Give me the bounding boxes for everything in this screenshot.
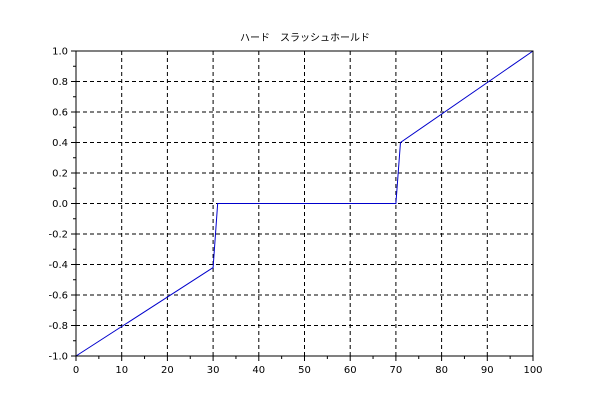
y-tick-label: -0.6 [48,291,68,302]
x-tick-label: 70 [390,365,403,376]
ticks: 0 10 20 30 40 50 60 70 80 90 100 -1.0 -0.8 -0.6 -0.4 -0… [48,47,542,377]
x-tick-label: 100 [523,365,542,376]
y-tick-label: 1.0 [52,47,68,58]
y-tick-label: -1.0 [48,352,68,363]
x-tick-label: 10 [115,365,128,376]
grid [76,51,533,356]
y-tick-label: 0.2 [52,169,68,180]
x-tick-label: 30 [207,365,220,376]
y-tick-label: 0.4 [52,138,68,149]
x-tick-label: 40 [252,365,265,376]
y-tick-label: 0.6 [52,108,68,119]
x-tick-label: 20 [161,365,174,376]
x-tick-label: 0 [73,365,79,376]
y-tick-label: 0.0 [52,199,68,210]
x-tick-label: 80 [435,365,448,376]
series-line [75,50,534,357]
y-tick-label: -0.8 [48,321,68,332]
chart-title: ハード スラッシュホールド [240,32,370,44]
y-tick-label: -0.4 [48,260,68,271]
x-tick-label: 50 [298,365,311,376]
y-tick-label: -0.2 [48,230,68,241]
y-tick-label: 0.8 [52,77,68,88]
x-tick-label: 90 [481,365,494,376]
x-tick-label: 60 [344,365,357,376]
series-layer [75,50,534,357]
